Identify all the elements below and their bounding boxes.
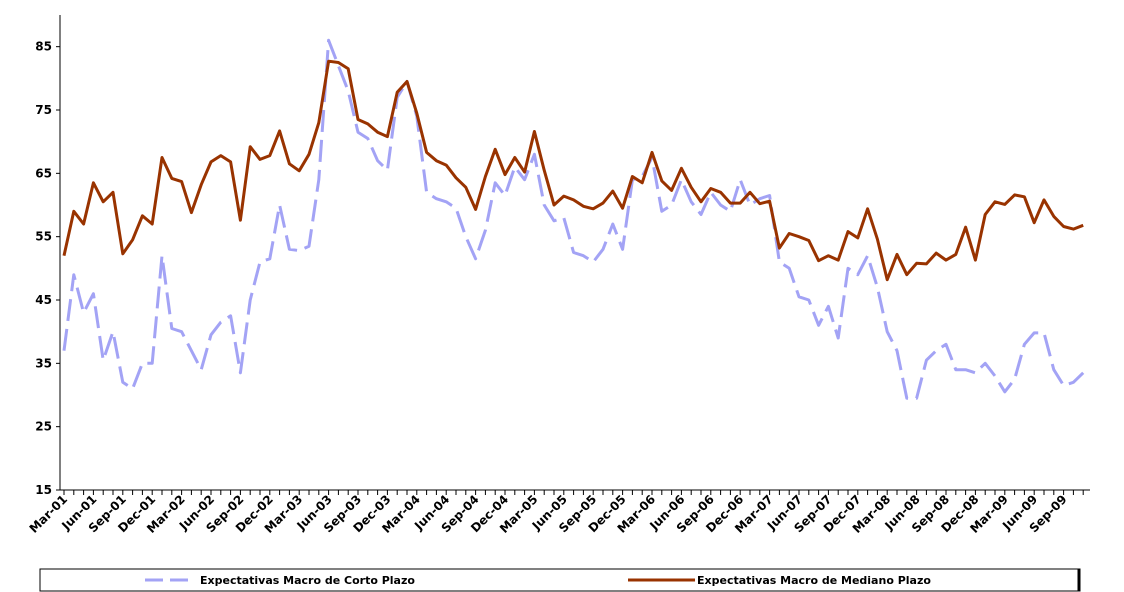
x-tick-label: Mar-01 [27, 492, 71, 536]
y-tick-label: 35 [35, 356, 52, 370]
series-line [62, 59, 1084, 282]
y-tick-label: 85 [35, 40, 52, 54]
series-line [62, 38, 1085, 400]
y-tick-label: 45 [35, 293, 52, 307]
y-tick-label: 75 [35, 103, 52, 117]
legend-label: Expectativas Macro de Corto Plazo [200, 574, 415, 587]
legend-label: Expectativas Macro de Mediano Plazo [697, 574, 931, 587]
y-tick-label: 65 [35, 166, 52, 180]
y-tick-label: 15 [35, 483, 52, 497]
y-tick-label: 25 [35, 420, 52, 434]
y-tick-label: 55 [35, 230, 52, 244]
